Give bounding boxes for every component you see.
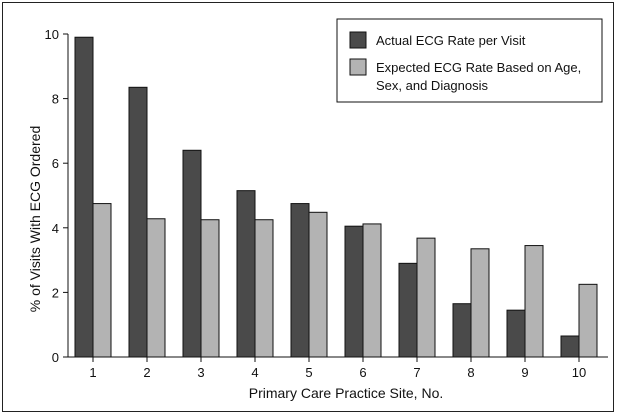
- bar-actual-7: [398, 262, 418, 358]
- legend-label-expected-line2: Sex, and Diagnosis: [376, 78, 489, 93]
- y-tick-label-4: 4: [52, 221, 59, 236]
- legend-label-actual: Actual ECG Rate per Visit: [376, 33, 526, 48]
- y-tick-label-6: 6: [52, 156, 59, 171]
- bar-actual-8: [452, 303, 472, 358]
- bar-actual-4: [236, 190, 256, 358]
- x-tick-label-9: 9: [521, 365, 528, 380]
- bar-expected-8: [470, 248, 490, 358]
- bar-expected-4: [254, 219, 274, 358]
- x-tick-label-10: 10: [572, 365, 586, 380]
- bar-expected-9: [524, 245, 544, 358]
- legend-swatch-expected: [349, 58, 367, 76]
- y-tick-label-10: 10: [45, 27, 59, 42]
- bar-actual-9: [506, 309, 526, 358]
- x-tick-label-7: 7: [413, 365, 420, 380]
- bar-actual-2: [128, 86, 148, 358]
- bar-actual-3: [182, 149, 202, 358]
- y-tick-label-2: 2: [52, 285, 59, 300]
- x-tick-label-4: 4: [251, 365, 258, 380]
- legend-swatch-actual: [349, 31, 367, 49]
- y-tick-label-0: 0: [52, 350, 59, 365]
- legend-label-expected-line1: Expected ECG Rate Based on Age,: [376, 60, 581, 75]
- x-tick-label-8: 8: [467, 365, 474, 380]
- y-axis-title: % of Visits With ECG Ordered: [27, 126, 43, 312]
- bar-actual-5: [290, 203, 310, 358]
- x-tick-label-1: 1: [89, 365, 96, 380]
- bar-expected-10: [578, 283, 598, 358]
- x-tick-label-3: 3: [197, 365, 204, 380]
- legend: Actual ECG Rate per Visit Expected ECG R…: [336, 18, 603, 103]
- bar-expected-2: [146, 218, 166, 358]
- bars-group: [74, 36, 598, 358]
- x-tick-label-2: 2: [143, 365, 150, 380]
- y-tick-label-8: 8: [52, 92, 59, 107]
- legend-box: [336, 18, 603, 103]
- bar-actual-10: [560, 335, 580, 358]
- x-tick-label-6: 6: [359, 365, 366, 380]
- bar-expected-6: [362, 223, 382, 358]
- bar-expected-7: [416, 237, 436, 358]
- bar-actual-1: [74, 36, 94, 358]
- bar-expected-3: [200, 219, 220, 358]
- bar-expected-1: [92, 203, 112, 358]
- x-axis-title: Primary Care Practice Site, No.: [249, 385, 444, 401]
- x-tick-label-5: 5: [305, 365, 312, 380]
- bar-actual-6: [344, 225, 364, 358]
- bar-expected-5: [308, 211, 328, 358]
